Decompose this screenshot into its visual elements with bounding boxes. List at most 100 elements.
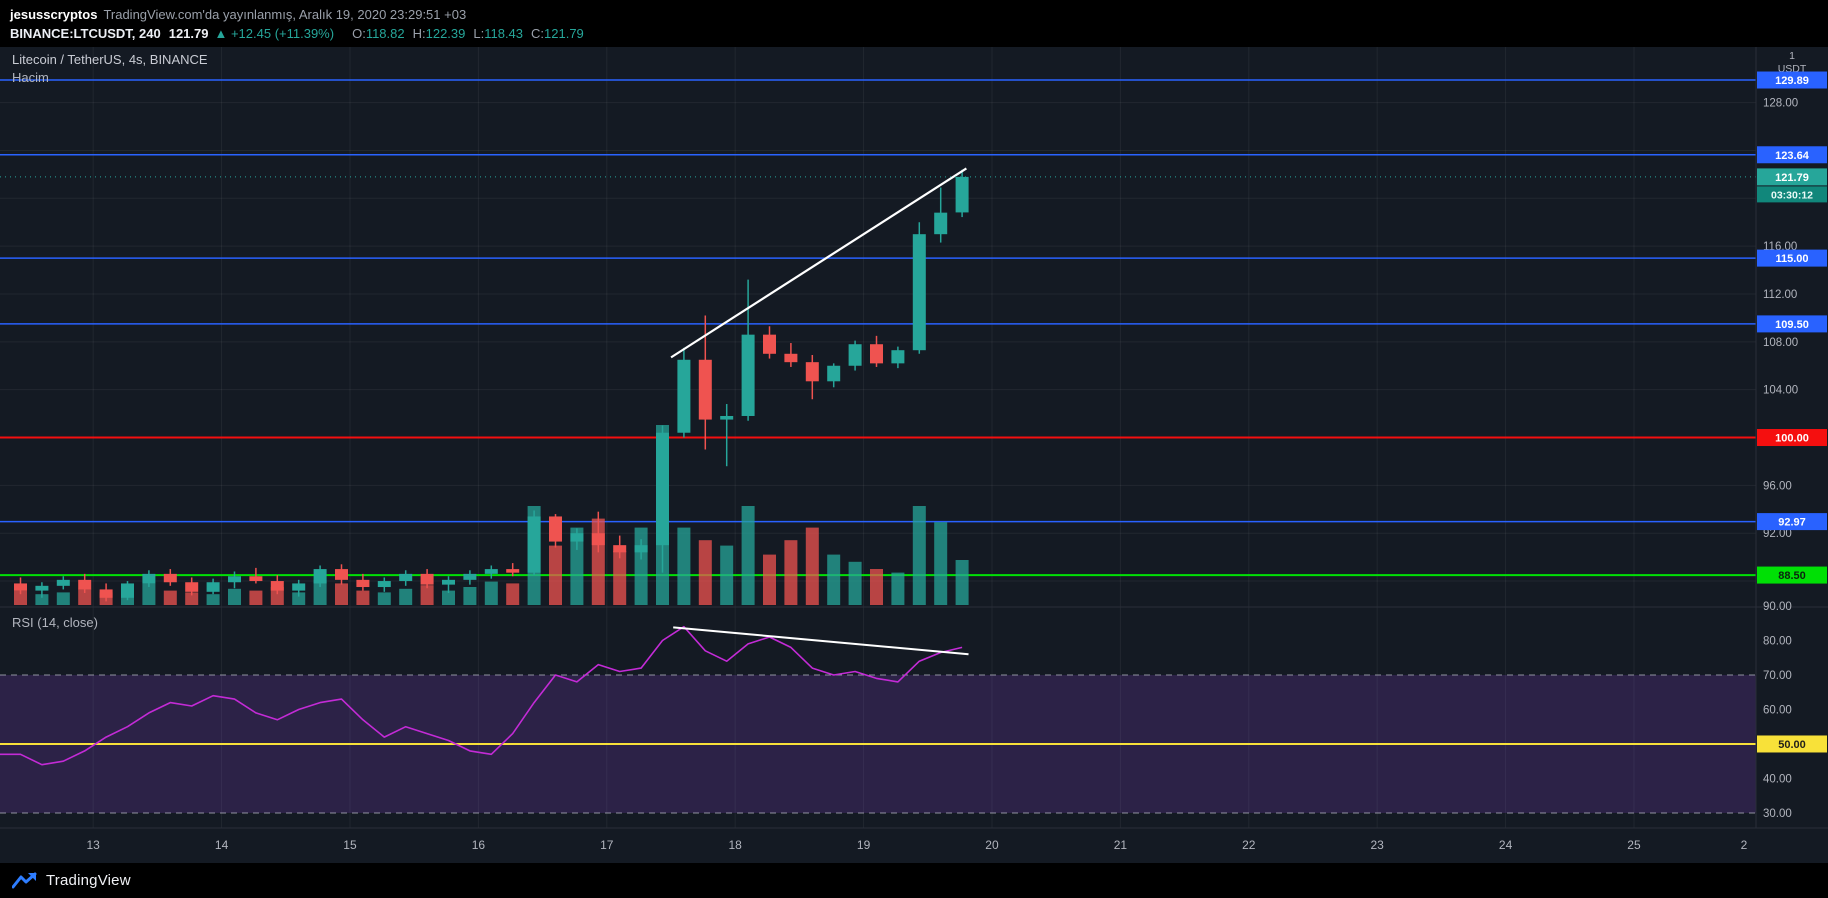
svg-text:100.00: 100.00 <box>1775 433 1809 445</box>
rsi-line <box>0 625 963 766</box>
volume-bar <box>763 554 776 605</box>
svg-text:21: 21 <box>1114 838 1128 852</box>
volume-bar <box>35 594 49 605</box>
candle-body <box>848 344 862 366</box>
candle-body <box>35 585 49 591</box>
svg-text:20: 20 <box>985 838 999 852</box>
low-value: 118.43 <box>484 26 524 41</box>
volume-bar <box>741 506 755 605</box>
volume-bar <box>784 540 798 605</box>
volume-bar <box>270 587 284 605</box>
publish-username: jesusscryptos <box>10 7 98 22</box>
candle-body <box>206 582 220 592</box>
candle-body <box>634 545 648 553</box>
volume-bar <box>185 592 199 605</box>
price-axis[interactable]: 1USDT128.00116.00112.00108.00104.0096.00… <box>1757 50 1827 820</box>
rsi-plot <box>0 625 963 766</box>
candle-body <box>14 583 27 591</box>
candle-body <box>955 176 969 213</box>
candle-body <box>805 362 819 382</box>
svg-text:13: 13 <box>87 838 101 852</box>
volume-bar <box>442 590 455 605</box>
candle-body <box>677 359 691 433</box>
candle-body <box>870 344 883 364</box>
candle-body <box>292 583 306 591</box>
time-axis[interactable]: 13 14 15 16 17 18 19 20 21 22 23 24 25 2 <box>87 838 1748 852</box>
volume-bar <box>912 506 926 605</box>
svg-text:92.00: 92.00 <box>1763 528 1792 540</box>
candles <box>14 169 969 602</box>
candle-body <box>185 582 199 592</box>
volume-bar <box>463 587 477 605</box>
volume-bar <box>848 561 862 605</box>
candle-body <box>399 573 413 582</box>
svg-text:92.97: 92.97 <box>1778 517 1806 529</box>
svg-text:96.00: 96.00 <box>1763 480 1792 492</box>
candle-body <box>463 573 477 580</box>
candle-body <box>142 573 156 584</box>
tradingview-brand[interactable]: TradingView <box>46 872 131 889</box>
volume-bar <box>313 579 327 605</box>
svg-text:24: 24 <box>1499 838 1513 852</box>
volume-bar <box>698 540 712 605</box>
svg-text:80.00: 80.00 <box>1763 635 1792 647</box>
candle-body <box>420 573 434 585</box>
svg-text:60.00: 60.00 <box>1763 704 1792 716</box>
candle-body <box>720 415 734 420</box>
svg-text:15: 15 <box>343 838 357 852</box>
publish-text: TradingView.com'da yayınlanmış, Aralık 1… <box>103 7 467 22</box>
tradingview-logo-icon[interactable] <box>12 872 38 890</box>
svg-text:22: 22 <box>1242 838 1256 852</box>
svg-text:23: 23 <box>1371 838 1385 852</box>
high-value: 122.39 <box>425 26 466 41</box>
svg-text:108.00: 108.00 <box>1763 337 1798 349</box>
svg-text:40.00: 40.00 <box>1763 773 1792 785</box>
high-label: H: <box>412 26 426 41</box>
candle-body <box>656 432 669 546</box>
svg-text:19: 19 <box>857 838 871 852</box>
svg-text:112.00: 112.00 <box>1763 289 1797 301</box>
svg-text:123.64: 123.64 <box>1775 150 1810 162</box>
axis-badge <box>1757 315 1827 333</box>
candle-body <box>356 579 370 588</box>
svg-text:1: 1 <box>1789 50 1795 62</box>
last-price-value: 121.79 <box>168 26 209 41</box>
svg-text:25: 25 <box>1627 838 1641 852</box>
volume-bar <box>934 522 948 605</box>
price-change: ▲ +12.45 (+11.39%) <box>214 26 335 41</box>
volume-bar <box>228 588 241 605</box>
candle-body <box>377 581 391 588</box>
svg-text:17: 17 <box>600 838 614 852</box>
candle-body <box>78 579 92 590</box>
candle-body <box>506 569 520 573</box>
open-label: O: <box>352 26 366 41</box>
candle-body <box>698 359 712 420</box>
volume-bar <box>142 583 156 605</box>
header-bar: jesusscryptos TradingView.com'da yayınlan… <box>0 0 1828 47</box>
volume-bar <box>484 581 498 605</box>
volume-bar <box>613 551 627 605</box>
candle-body <box>934 212 948 235</box>
publish-bar: jesusscryptos TradingView.com'da yayınlan… <box>10 5 1818 24</box>
svg-text:115.00: 115.00 <box>1775 253 1808 265</box>
svg-text:129.89: 129.89 <box>1775 75 1809 87</box>
close-value: 121.79 <box>544 26 584 41</box>
candle-body <box>121 583 134 598</box>
chart-canvas[interactable]: 1USDT128.00116.00112.00108.00104.0096.00… <box>0 47 1828 863</box>
candle-body <box>228 576 241 583</box>
pane-separators <box>0 47 1828 829</box>
svg-text:121.79: 121.79 <box>1775 172 1809 184</box>
candle-body <box>335 569 348 580</box>
rsi-legend: RSI (14, close) <box>12 615 98 630</box>
candle-body <box>613 545 627 553</box>
candle-body <box>313 569 327 584</box>
candle-body <box>99 589 113 598</box>
svg-text:104.00: 104.00 <box>1763 385 1798 397</box>
axis-badge <box>1757 146 1827 164</box>
candle-body <box>591 533 605 546</box>
svg-text:128.00: 128.00 <box>1763 98 1798 110</box>
volume-bar <box>14 590 27 605</box>
footer-bar: TradingView <box>0 863 1828 898</box>
svg-text:50.00: 50.00 <box>1778 739 1806 751</box>
volume-bar <box>206 594 220 605</box>
